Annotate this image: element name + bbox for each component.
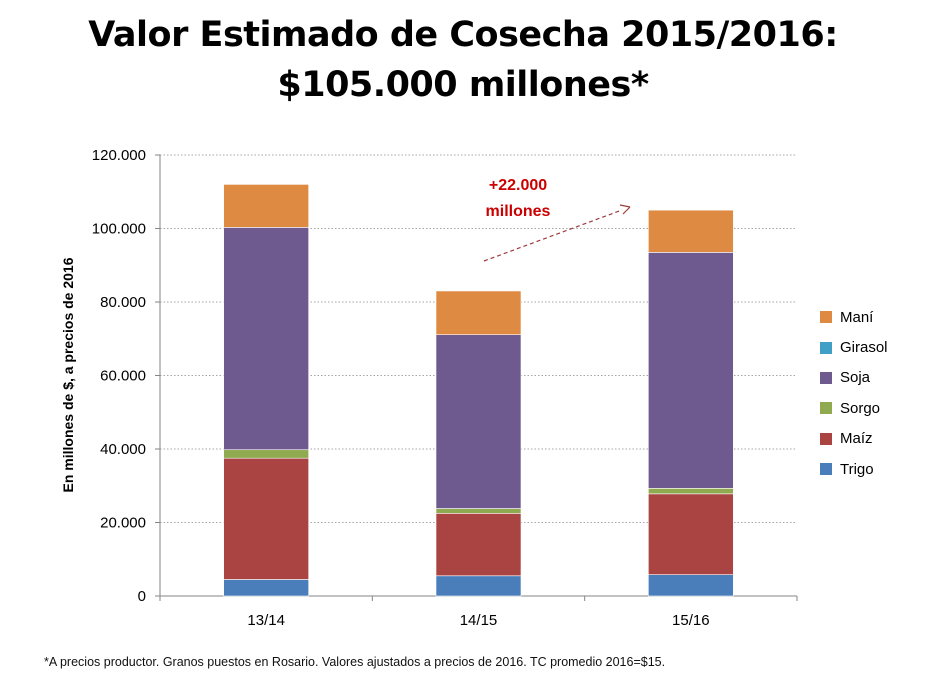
legend-label: Maní (840, 308, 874, 326)
chart-title: Valor Estimado de Cosecha 2015/2016: $10… (0, 10, 926, 110)
footnote: *A precios productor. Granos puestos en … (44, 655, 666, 669)
legend-item-trigo: Trigo (820, 454, 888, 484)
y-tick-label: 0 (138, 588, 146, 605)
y-tick-label: 80.000 (100, 294, 146, 311)
y-tick-label: 120.000 (92, 147, 146, 164)
legend-label: Girasol (840, 339, 888, 357)
legend-swatch (820, 371, 832, 384)
bar-segment-sorgo (648, 488, 734, 495)
legend-label: Soja (840, 369, 871, 387)
x-tick-label: 15/16 (672, 612, 710, 629)
chart-legend: Maní Girasol Soja Sorgo Maíz Trigo (820, 302, 888, 484)
bar-segment-soja (648, 252, 734, 489)
title-line-2: $105.000 millones* (277, 65, 649, 105)
title-line-1: Valor Estimado de Cosecha 2015/2016: (88, 15, 838, 55)
legend-swatch (820, 341, 832, 354)
bar-segment-trigo (435, 575, 522, 597)
legend-label: Trigo (840, 460, 874, 478)
bar-segment-soja (223, 227, 309, 451)
legend-swatch (820, 463, 832, 476)
legend-label: Sorgo (840, 399, 881, 417)
y-tick-label: 60.000 (100, 368, 146, 385)
y-tick-label: 20.000 (100, 515, 146, 532)
annotation-value: +22.000 (489, 177, 547, 194)
bar-segment-trigo (223, 579, 309, 597)
legend-item-soja: Soja (820, 363, 888, 393)
bar-segment-maíz (648, 493, 734, 575)
bar-segment-maíz (223, 457, 309, 580)
bar-segment-maní (223, 184, 309, 228)
legend-item-maíz: Maíz (820, 424, 888, 454)
x-tick-label: 14/15 (460, 612, 498, 629)
annotation-unit: millones (486, 203, 551, 220)
legend-swatch (820, 402, 832, 415)
legend-item-sorgo: Sorgo (820, 393, 888, 423)
y-tick-label: 40.000 (100, 441, 146, 458)
legend-swatch (820, 311, 832, 324)
legend-item-maní: Maní (820, 302, 888, 332)
bar-segment-maní (648, 209, 734, 253)
annotation-arrow-line (483, 209, 623, 262)
bar-segment-maní (435, 290, 522, 336)
legend-item-girasol: Girasol (820, 332, 888, 362)
legend-label: Maíz (840, 430, 873, 448)
y-axis-label: En millones de $, a precios de 2016 (60, 257, 76, 492)
legend-swatch (820, 432, 832, 445)
annotation-arrow-head (619, 204, 631, 215)
bar-segment-sorgo (435, 508, 522, 514)
bar-segment-maíz (435, 513, 522, 577)
x-tick-label: 13/14 (247, 612, 285, 629)
y-tick-label: 100.000 (92, 221, 146, 238)
bar-segment-sorgo (223, 449, 309, 459)
bar-segment-soja (435, 334, 522, 509)
bar-segment-trigo (648, 574, 734, 597)
